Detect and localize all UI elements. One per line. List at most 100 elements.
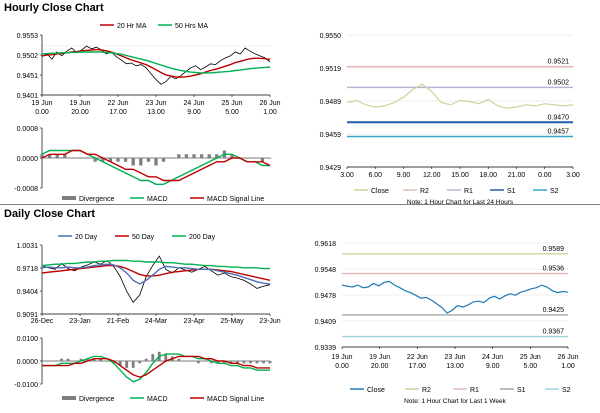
- legend-divergence-swatch: [62, 196, 76, 200]
- divergence-bar: [249, 361, 252, 364]
- ma-200day-line: [41, 259, 270, 270]
- divergence-bar: [177, 358, 181, 361]
- divergence-bar: [47, 361, 50, 362]
- y-tick-label: 0.9459: [320, 132, 342, 139]
- divergence-bar: [144, 358, 148, 361]
- x-tick-label: 19 Jun: [369, 354, 390, 361]
- divergence-bar: [253, 158, 257, 159]
- level-label-r2: 0.9589: [543, 246, 565, 253]
- divergence-bar: [93, 158, 97, 162]
- x-tick-label: 24-Mar: [145, 318, 168, 325]
- x-tick-label: 13.00: [446, 363, 464, 370]
- x-tick-label: 21-Feb: [107, 318, 129, 325]
- legend-s2: S2: [562, 387, 571, 394]
- x-tick-label: 3.00: [566, 172, 580, 179]
- divergence-bar: [216, 361, 220, 364]
- legend-macd: MACD: [147, 196, 168, 203]
- divergence-bar: [60, 358, 63, 361]
- x-tick-label: 19 Jun: [69, 100, 90, 107]
- x-tick-label: 19 Jun: [31, 100, 52, 107]
- y-tick-label: 0.9429: [320, 165, 342, 172]
- divergence-bar: [70, 158, 75, 159]
- y-tick-label: 1.0031: [17, 243, 39, 250]
- x-tick-label: 25 Jun: [221, 100, 242, 107]
- y-tick-label: 0.9404: [17, 289, 39, 296]
- divergence-bar: [85, 158, 90, 159]
- y-tick-label: -0.0008: [14, 186, 38, 193]
- level-label-s1: 0.9470: [548, 114, 570, 121]
- x-tick-label: 23-Jan: [69, 318, 91, 325]
- divergence-bar: [230, 154, 234, 158]
- divergence-bar: [209, 361, 213, 364]
- divergence-bar: [154, 158, 158, 166]
- x-tick-label: 21.00: [508, 172, 526, 179]
- legend-divergence: Divergence: [79, 196, 115, 203]
- legend-r2: R2: [422, 387, 431, 394]
- divergence-bar: [190, 361, 194, 362]
- x-tick-label: 17.00: [109, 109, 127, 116]
- legend-divergence: Divergence: [79, 396, 115, 403]
- divergence-bar: [47, 154, 52, 158]
- y-tick-label: 0.0000: [17, 156, 39, 163]
- legend-50-day: 50 Day: [132, 234, 155, 241]
- chart-note: Note: 1 Hour Chart for Last 1 Week: [404, 398, 507, 405]
- x-tick-label: 17.00: [409, 363, 427, 370]
- divergence-bar: [105, 361, 109, 362]
- close-series-line: [346, 83, 574, 109]
- x-tick-label: 19 Jun: [331, 354, 352, 361]
- x-tick-label: 23 Jun: [444, 354, 465, 361]
- divergence-bar: [78, 158, 82, 159]
- x-tick-label: 26 Jun: [259, 100, 280, 107]
- divergence-bar: [255, 361, 259, 364]
- divergence-bar: [177, 154, 181, 158]
- x-tick-label: 13.00: [147, 109, 165, 116]
- close-series-line: [341, 280, 569, 314]
- x-tick-label: 15.00: [451, 172, 469, 179]
- legend-s2: S2: [550, 188, 559, 195]
- divergence-bar: [215, 154, 219, 158]
- level-label-s1: 0.9425: [543, 307, 565, 314]
- legend-macd-signal: MACD Signal Line: [207, 196, 264, 203]
- y-tick-label: 0.9553: [17, 33, 39, 40]
- x-tick-label: 9.00: [486, 363, 500, 370]
- y-tick-label: 0.9478: [315, 293, 337, 300]
- ma-50hrs-line: [41, 51, 271, 74]
- divergence-bar: [53, 361, 57, 362]
- divergence-bar: [125, 361, 129, 368]
- divergence-bar: [199, 154, 204, 158]
- divergence-bar: [139, 158, 143, 166]
- x-tick-label: 0.00: [35, 109, 49, 116]
- y-tick-label: 0.0100: [17, 336, 39, 343]
- y-tick-label: 0.9718: [17, 266, 39, 273]
- level-label-r1: 0.9502: [548, 79, 570, 86]
- x-tick-label: 5.00: [225, 109, 239, 116]
- macd-signal-line: [42, 355, 270, 378]
- legend-s1: S1: [507, 188, 516, 195]
- x-tick-label: 1.00: [561, 363, 575, 370]
- divergence-bar: [203, 361, 207, 362]
- divergence-bar: [151, 354, 155, 361]
- divergence-bar: [131, 361, 135, 368]
- divergence-bar: [63, 154, 67, 158]
- ma-50day-line: [41, 264, 271, 281]
- y-tick-label: 0.9618: [315, 241, 337, 248]
- level-label-r1: 0.9536: [543, 266, 565, 273]
- divergence-bar: [242, 361, 246, 364]
- legend-divergence-swatch: [62, 396, 76, 400]
- legend-s1: S1: [517, 387, 526, 394]
- x-tick-label: 6.00: [368, 172, 382, 179]
- x-tick-label: 24 Jun: [183, 100, 204, 107]
- macd-line: [42, 353, 270, 383]
- divergence-bar: [66, 358, 70, 361]
- x-tick-label: 23-Jun: [259, 318, 281, 325]
- level-label-r2: 0.9521: [548, 59, 570, 66]
- y-tick-label: 0.9091: [17, 312, 39, 319]
- divergence-bar: [146, 158, 151, 162]
- x-tick-label: 24 Jun: [482, 354, 503, 361]
- divergence-bar: [123, 158, 128, 162]
- level-label-s2: 0.9367: [543, 329, 565, 336]
- x-tick-label: 0.00: [538, 172, 552, 179]
- divergence-bar: [183, 361, 187, 362]
- divergence-bar: [229, 361, 233, 364]
